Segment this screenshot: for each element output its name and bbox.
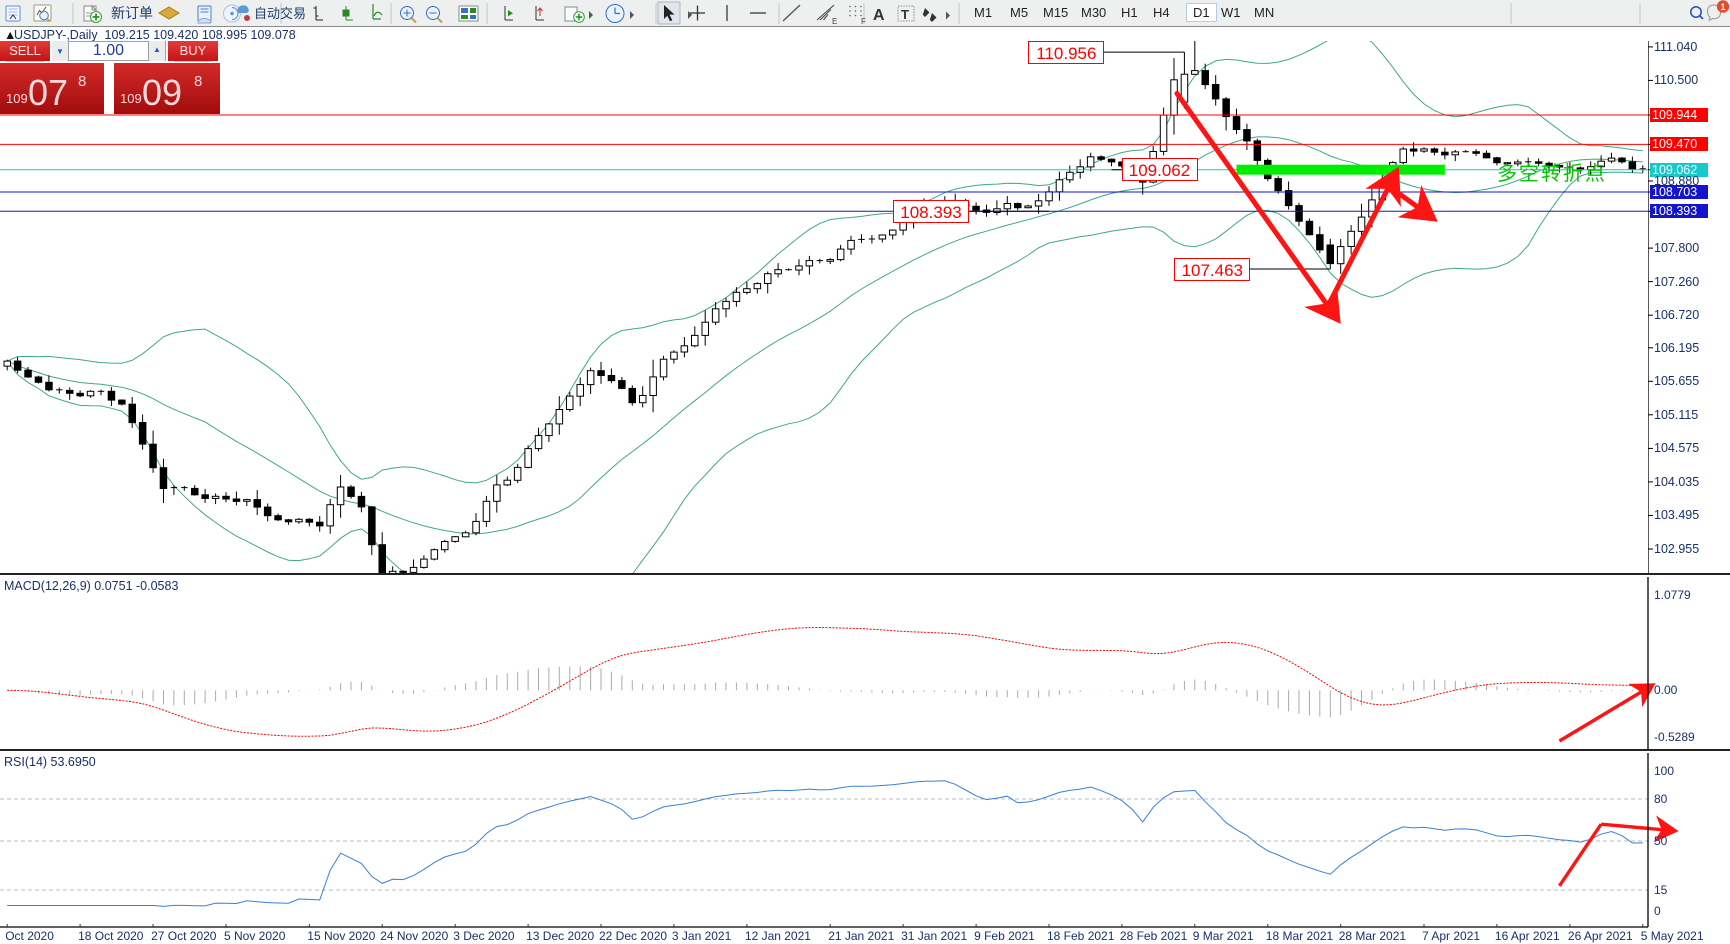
svg-text:1: 1 [1720,2,1726,13]
